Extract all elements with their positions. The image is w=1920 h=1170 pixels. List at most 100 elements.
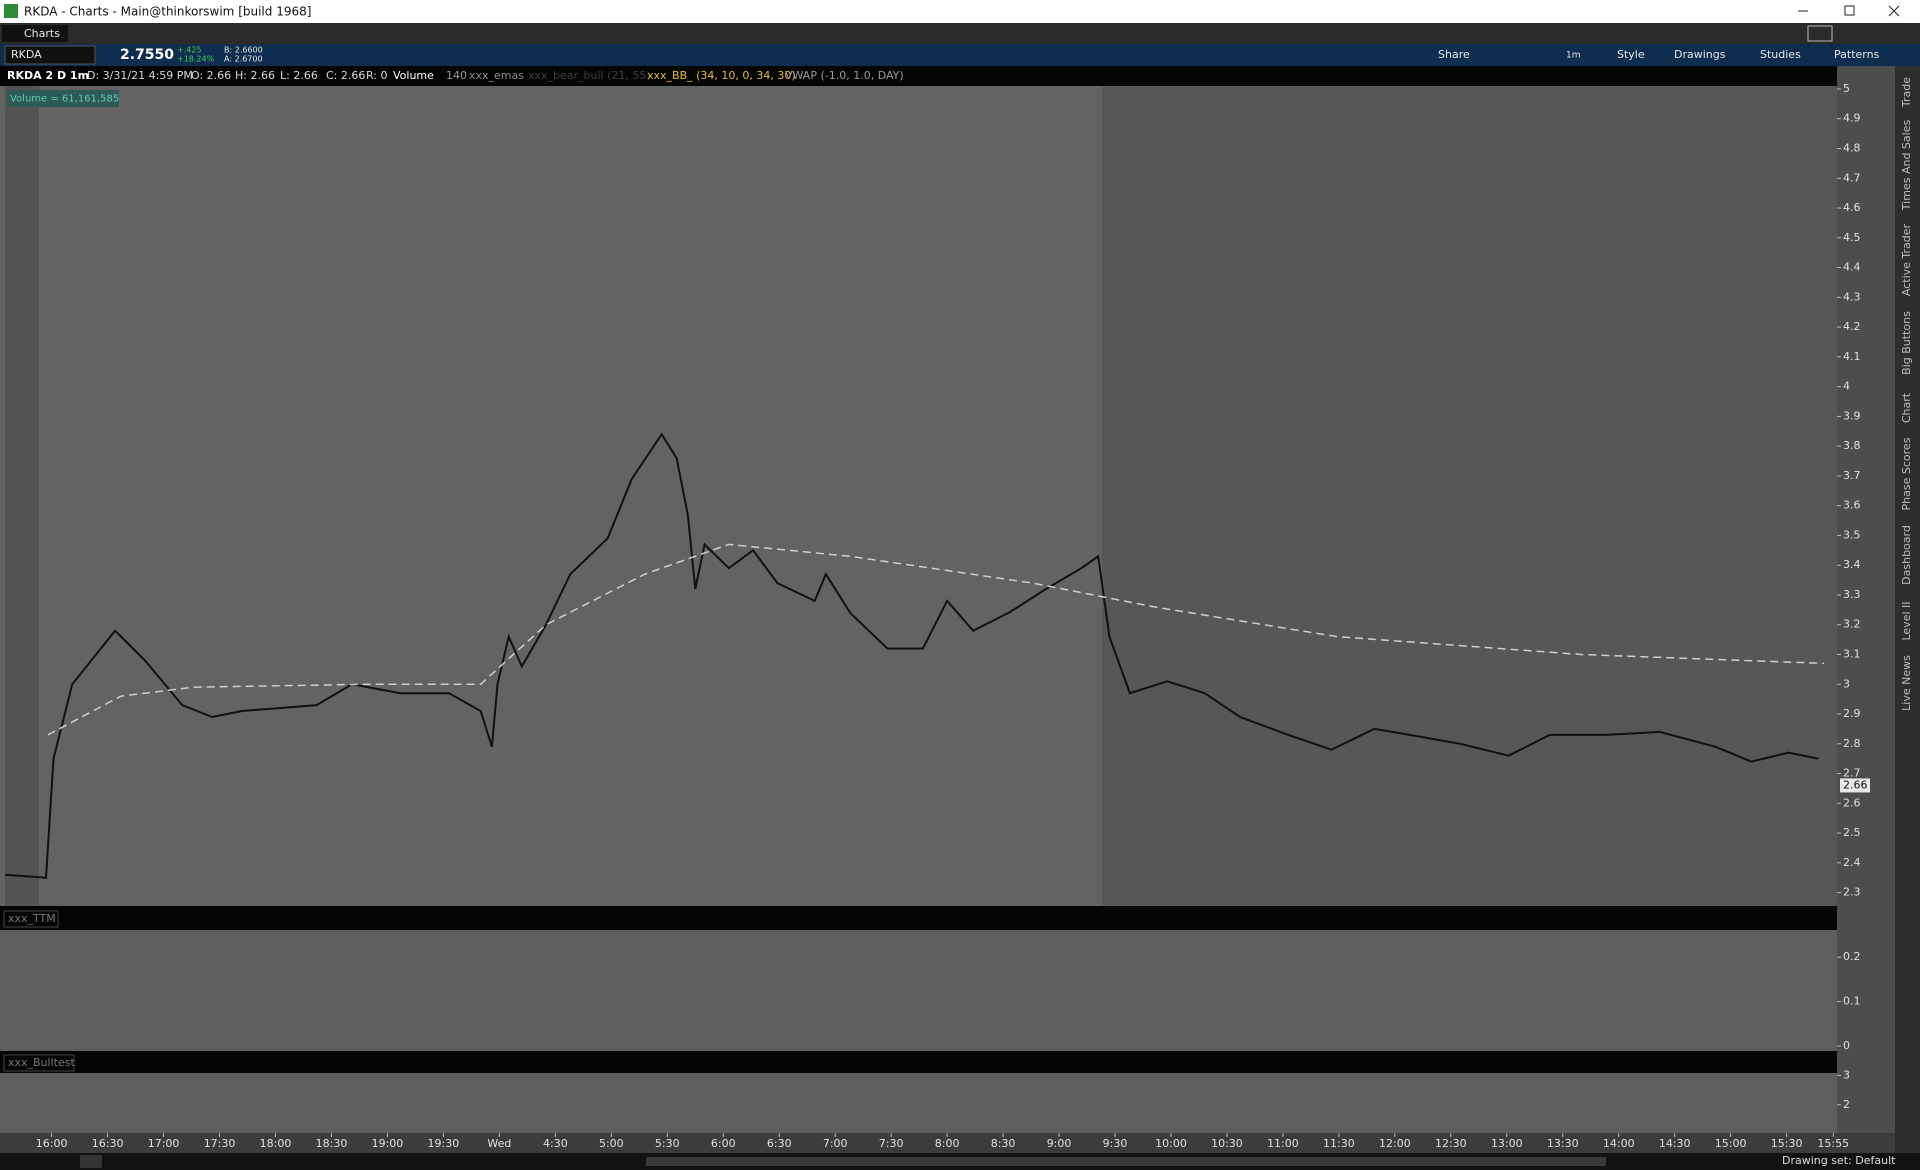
time-axis: [0, 1133, 1895, 1153]
x-tick-label: 19:00: [372, 1137, 404, 1150]
x-tick-label: 17:00: [148, 1137, 180, 1150]
info-item: H: 2.66: [235, 69, 275, 82]
y-tick-label: 0.1: [1843, 995, 1861, 1008]
toolbar-button[interactable]: 1m: [1566, 51, 1581, 61]
study-label[interactable]: VWAP (-1.0, 1.0, DAY): [785, 69, 904, 82]
tab-strip: [0, 23, 1920, 44]
side-tab[interactable]: Big Buttons: [1900, 311, 1913, 375]
info-item: O: 2.66: [191, 69, 231, 82]
restore[interactable]: [1844, 5, 1855, 16]
study-label[interactable]: Volume: [393, 69, 434, 82]
side-tab[interactable]: Times And Sales: [1900, 120, 1913, 212]
y-tick-label: 3.7: [1843, 469, 1861, 482]
x-tick-label: 6:00: [711, 1137, 736, 1150]
x-tick-label: 16:30: [92, 1137, 124, 1150]
info-item: D: 3/31/21 4:59 PM: [87, 69, 193, 82]
y-tick-label: 3: [1843, 1068, 1850, 1081]
info-item: R: 0: [366, 69, 388, 82]
side-tab[interactable]: Live News: [1900, 655, 1913, 711]
x-tick-label: 8:30: [991, 1137, 1016, 1150]
bid: B: 2.6600: [224, 46, 263, 55]
x-tick-label: Wed: [487, 1137, 511, 1150]
y-tick-label: 5: [1843, 82, 1850, 95]
x-tick-label: 19:30: [428, 1137, 460, 1150]
side-tab[interactable]: Level II: [1900, 601, 1913, 640]
session-shade: [1102, 86, 1837, 906]
panel-title: xxx_TTM: [8, 912, 56, 925]
panel-tab[interactable]: [3, 910, 59, 928]
toolbar-button[interactable]: Drawings: [1674, 48, 1726, 61]
x-tick-label: 15:00: [1715, 1137, 1747, 1150]
y-tick-label: 4.4: [1843, 261, 1861, 274]
toolbar-button[interactable]: Style: [1617, 48, 1645, 61]
side-tab[interactable]: Dashboard: [1900, 525, 1913, 585]
x-tick-label: 11:00: [1267, 1137, 1299, 1150]
y-tick-label: 2.3: [1843, 886, 1861, 899]
toolbar-button[interactable]: Share: [1438, 48, 1470, 61]
y-tick-label: 2.8: [1843, 737, 1861, 750]
side-tab[interactable]: Active Trader: [1900, 223, 1913, 296]
price-axis: [1837, 66, 1895, 1134]
side-tab[interactable]: Chart: [1900, 392, 1913, 423]
bulltest-panel: [0, 1073, 1837, 1133]
y-tick-label: 3.2: [1843, 618, 1861, 631]
expand-button[interactable]: [80, 1155, 102, 1168]
symbol-box[interactable]: [4, 45, 96, 65]
study-label[interactable]: xxx_BB_ (34, 10, 0, 34, 30): [647, 69, 796, 82]
x-tick-label: 14:30: [1659, 1137, 1691, 1150]
last-price: 2.7550: [120, 47, 174, 63]
x-tick-label: 10:00: [1155, 1137, 1187, 1150]
ttm-panel: [0, 930, 1837, 1051]
net-change: +.425: [177, 46, 202, 55]
y-tick-label: 4.6: [1843, 201, 1861, 214]
title-bar: [0, 0, 1920, 23]
panel-title: xxx_Bulltest: [8, 1056, 75, 1069]
y-tick-label: 3.6: [1843, 499, 1861, 512]
y-tick-label: 3: [1843, 677, 1850, 690]
y-tick-label: 2.9: [1843, 707, 1861, 720]
y-tick-label: 3.9: [1843, 409, 1861, 422]
price-line: [4, 432, 1819, 879]
x-tick-label: 17:30: [204, 1137, 236, 1150]
layout-icon[interactable]: [1807, 25, 1833, 42]
y-tick-label: 4.8: [1843, 142, 1861, 155]
x-tick-label: 11:30: [1323, 1137, 1355, 1150]
y-tick-label: 3.5: [1843, 528, 1861, 541]
toolbar-button[interactable]: Patterns: [1834, 48, 1880, 61]
x-tick-label: 5:00: [599, 1137, 624, 1150]
toolbar-button[interactable]: Studies: [1760, 48, 1801, 61]
y-tick-label: 0.2: [1843, 950, 1861, 963]
x-tick-label: 10:30: [1211, 1137, 1243, 1150]
side-tab[interactable]: Trade: [1900, 77, 1913, 108]
side-tab[interactable]: Phase Scores: [1900, 437, 1913, 510]
close[interactable]: [1888, 5, 1900, 17]
side-tabs: Trade Times And Sales Active Trader Big But…: [1900, 77, 1913, 711]
last-price-label: 2.66: [1843, 778, 1868, 791]
y-tick-label: 2.4: [1843, 856, 1861, 869]
symbol: RKDA: [11, 48, 42, 61]
panel-header: [0, 1051, 1837, 1073]
info-item: L: 2.66: [280, 69, 318, 82]
y-tick-label: 0: [1843, 1039, 1850, 1052]
info-bar: [0, 66, 1895, 86]
study-label[interactable]: xxx_bear_bull (21, 55): [528, 69, 651, 82]
ask: A: 2.6700: [224, 55, 263, 64]
x-tick-label: 15:55: [1817, 1137, 1849, 1150]
x-tick-label: 18:30: [316, 1137, 348, 1150]
x-tick-label: 13:30: [1547, 1137, 1579, 1150]
side-panel: [1895, 66, 1920, 1153]
charts-tab[interactable]: [2, 25, 68, 42]
chart-settings[interactable]: RKDA 2 D 1m: [7, 69, 89, 82]
y-tick-label: 4.7: [1843, 171, 1861, 184]
y-tick-label: 4.9: [1843, 112, 1861, 125]
x-tick-label: 6:30: [767, 1137, 792, 1150]
y-tick-label: 4.3: [1843, 290, 1861, 303]
x-tick-label: 9:00: [1047, 1137, 1072, 1150]
panel-tab[interactable]: [3, 1054, 75, 1072]
scroll-thumb[interactable]: [646, 1157, 1606, 1166]
info-item: 140: [446, 69, 467, 82]
study-label[interactable]: xxx_emas: [469, 69, 524, 82]
x-tick-label: 4:30: [543, 1137, 568, 1150]
y-tick-label: 4.1: [1843, 350, 1861, 363]
